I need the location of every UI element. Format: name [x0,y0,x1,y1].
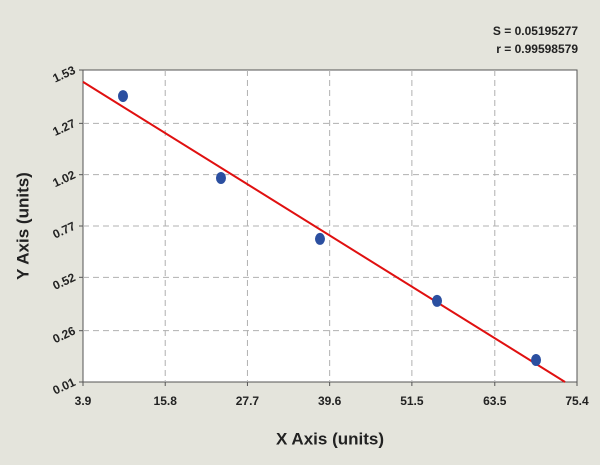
data-point [215,171,226,184]
y-axis-title: Y Axis (units) [13,172,32,280]
data-point [432,294,443,307]
fit-line [82,81,566,383]
data-point [314,232,325,245]
x-tick-label: 63.5 [483,394,507,408]
x-tick-label: 15.8 [154,394,178,408]
x-tick-label: 51.5 [400,394,424,408]
annotation: r = 0.99598579 [496,42,578,56]
x-tick-label: 75.4 [565,394,589,408]
annotation: S = 0.05195277 [493,24,578,38]
x-tick-label: 3.9 [75,394,92,408]
x-axis-title: X Axis (units) [276,429,384,448]
data-point [118,90,129,103]
data-point [531,354,542,367]
x-tick-label: 39.6 [318,394,342,408]
x-tick-label: 27.7 [236,394,260,408]
